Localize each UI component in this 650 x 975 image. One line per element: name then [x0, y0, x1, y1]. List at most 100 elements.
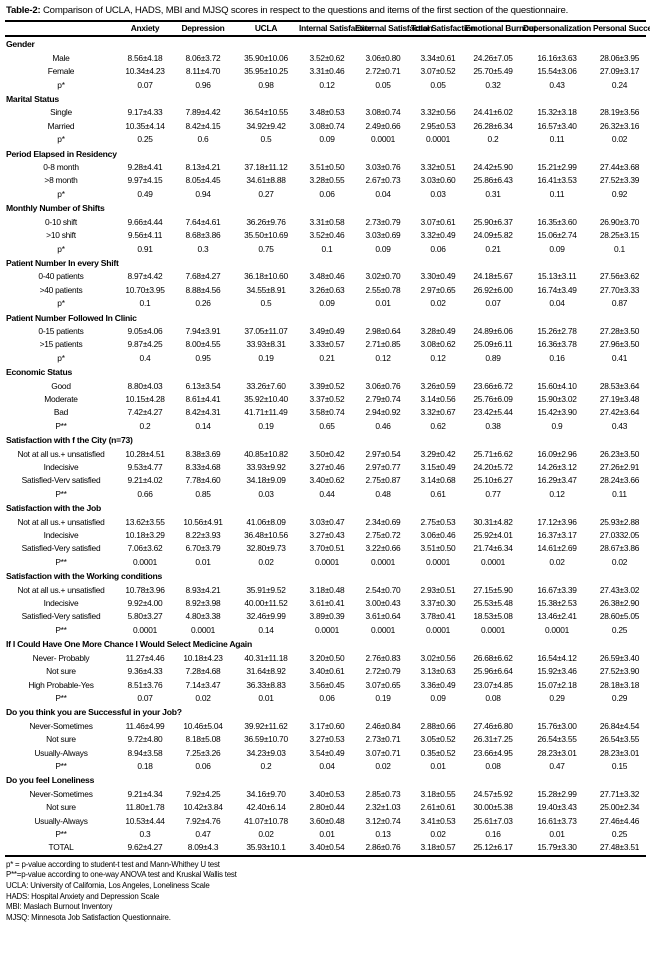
cell: 0.0001: [480, 556, 506, 567]
cell: 3.61±0.41: [309, 598, 345, 609]
cell: 0.19: [375, 692, 391, 703]
cell: 0.08: [485, 692, 501, 703]
table-row: Indecisive 9.92±4.00 8.92±3.98 40.00±11.52 3…: [5, 597, 646, 610]
table-row: p* 0.25 0.6 0.5 0.09 0.0001 0.0001 0.2 0.11 0.02: [5, 133, 646, 146]
row-label: 0-10 shift: [45, 216, 77, 227]
cell: 5.80±3.27: [127, 611, 163, 622]
section-header-row: Satisfaction with the Working conditions: [5, 569, 646, 583]
cell: 2.67±0.73: [365, 175, 401, 186]
table-body: Gender Male 8.56±4.18 8.06±3.72 35.90±10.06 3…: [5, 36, 646, 857]
cell: 3.03±0.47: [309, 516, 345, 527]
cell: 34.92±9.42: [246, 120, 286, 131]
row-label: P**: [55, 828, 67, 839]
table-row: 0-8 month 9.28±4.41 8.13±4.21 37.18±11.12 3.…: [5, 161, 646, 174]
table-row: P** 0.0001 0.0001 0.14 0.0001 0.0001 0.0001 0.0…: [5, 624, 646, 637]
cell: 0.09: [430, 692, 446, 703]
section-header-row: Period Elapsed in Residency: [5, 147, 646, 161]
cell: 16.35±3.60: [537, 216, 577, 227]
cell: 7.14±3.47: [185, 679, 221, 690]
cell: 26.23±3.50: [599, 448, 640, 459]
section-header: Patient Number In every Shift: [6, 257, 119, 268]
section-header: Monthly Number of Shifts: [6, 203, 105, 214]
row-label: >8 month: [44, 175, 78, 186]
cell: 9.97±4.15: [127, 175, 163, 186]
column-header-empty: [5, 19, 117, 38]
row-label: p*: [57, 298, 65, 309]
cell: 15.90±3.02: [537, 393, 577, 404]
section-header: Do you feel Loneliness: [6, 775, 95, 786]
table-row: Satisfied-Very satisfied 7.06±3.62 6.70±3.…: [5, 542, 646, 555]
section-header: Satisfaction with the Job: [6, 503, 101, 514]
table-row: Female 10.34±4.23 8.11±4.70 35.95±10.25 3.31…: [5, 65, 646, 78]
cell: 0.08: [485, 760, 501, 771]
cell: 15.06±2.74: [537, 230, 577, 241]
cell: 2.98±0.64: [365, 325, 401, 336]
cell: 2.32±1.03: [365, 802, 401, 813]
section-header-row: Do you feel Loneliness: [5, 773, 646, 787]
cell: 15.42±3.90: [537, 407, 577, 418]
cell: 8.80±4.03: [127, 380, 163, 391]
cell: 0.61: [430, 488, 446, 499]
row-label: p*: [57, 79, 65, 90]
cell: 0.9: [551, 420, 563, 431]
cell: 3.18±0.48: [309, 584, 345, 595]
cell: 0.12: [319, 79, 335, 90]
cell: 3.02±0.56: [420, 652, 456, 663]
cell: 27.56±3.62: [599, 271, 640, 282]
cell: 2.80±0.44: [309, 802, 345, 813]
cell: 27.0332.05: [599, 530, 640, 541]
cell: 3.32±0.56: [420, 107, 456, 118]
cell: 26.32±3.16: [599, 120, 640, 131]
cell: 0.43: [549, 79, 565, 90]
cell: 16.29±3.47: [537, 475, 577, 486]
cell: 9.87±4.25: [127, 339, 163, 350]
row-label: Satisfied-Very satisfied: [21, 543, 101, 554]
cell: 2.93±0.51: [420, 584, 456, 595]
cell: 11.80±1.78: [125, 802, 165, 813]
cell: 0.62: [430, 420, 446, 431]
cell: 3.07±0.52: [420, 66, 456, 77]
column-header: Total Satisfaction: [411, 19, 476, 38]
table-row: p* 0.91 0.3 0.75 0.1 0.09 0.06 0.21 0.09 0.1: [5, 243, 646, 256]
cell: 24.18±5.67: [473, 271, 513, 282]
cell: 8.38±3.69: [185, 448, 221, 459]
cell: 27.46±4.46: [599, 815, 640, 826]
cell: 2.73±0.79: [365, 216, 401, 227]
column-header: UCLA: [233, 19, 299, 38]
cell: 3.37±0.52: [309, 393, 345, 404]
cell: 8.11±4.70: [185, 66, 221, 77]
cell: 2.72±0.71: [365, 66, 401, 77]
cell: 11.46±4.99: [125, 720, 165, 731]
cell: 8.13±4.21: [185, 162, 221, 173]
table-row: 0-40 patients 8.97±4.42 7.68±4.27 36.18±10.…: [5, 270, 646, 283]
table-row: >10 shift 9.56±4.11 8.68±3.86 35.50±10.69 3.…: [5, 229, 646, 242]
cell: 3.56±0.45: [309, 679, 345, 690]
cell: 3.48±0.53: [309, 107, 345, 118]
cell: 27.48±3.51: [593, 841, 646, 857]
row-label: P**: [55, 624, 67, 635]
cell: 0.26: [195, 298, 211, 309]
cell: 3.52±0.62: [309, 52, 345, 63]
cell: 0.5: [260, 134, 272, 145]
cell: 25.96±6.64: [473, 666, 513, 677]
cell: 3.03±0.60: [420, 175, 456, 186]
table-row: Not at all us.+ unsatisfied 10.78±3.96 8.9…: [5, 584, 646, 597]
table-row: P** 0.66 0.85 0.03 0.44 0.48 0.61 0.77 0.12 0.11: [5, 488, 646, 501]
cell: 26.59±3.40: [599, 652, 640, 663]
cell: 3.52±0.46: [309, 230, 345, 241]
cell: 0.02: [430, 828, 446, 839]
cell: 0.16: [549, 352, 565, 363]
row-label: Female: [47, 66, 75, 77]
table-row: Never-Sometimes 9.21±4.34 7.92±4.25 34.16±9…: [5, 788, 646, 801]
cell: 0.44: [319, 488, 335, 499]
cell: 26.54±3.55: [537, 734, 577, 745]
cell: 0.98: [258, 79, 274, 90]
cell: 2.72±0.79: [365, 666, 401, 677]
results-table: Anxiety Depression UCLA Internal Satisfacti…: [5, 19, 650, 857]
cell: 0.12: [430, 352, 446, 363]
cell: 0.77: [485, 488, 501, 499]
row-label: >15 patients: [39, 339, 83, 350]
cell: 0.04: [319, 760, 335, 771]
cell: 2.75±0.72: [365, 530, 401, 541]
cell: 0.0001: [425, 624, 451, 635]
